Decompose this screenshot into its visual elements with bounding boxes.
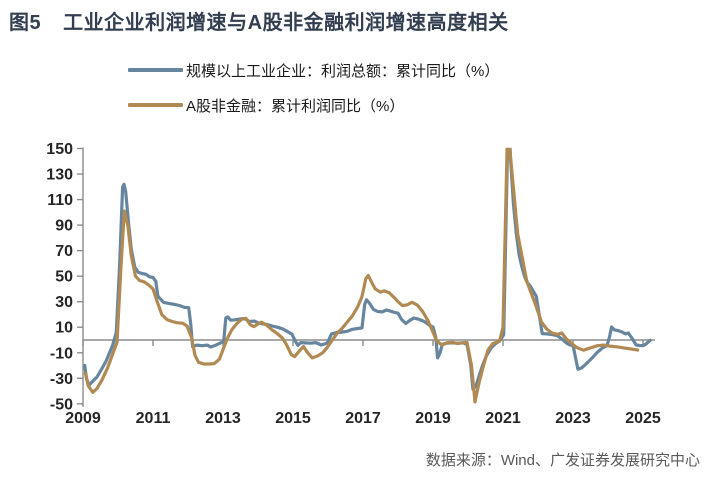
figure-title-text: 工业企业利润增速与A股非金融利润增速高度相关 [63, 12, 509, 34]
y-axis-tick-label: 150 [46, 141, 73, 158]
x-axis-tick-label: 2023 [555, 410, 591, 427]
series-line-industrial [83, 147, 652, 391]
legend-label-industrial: 规模以上工业企业：利润总额：累计同比（%） [186, 62, 500, 80]
legend-line-swatch-industrial [128, 68, 183, 72]
y-axis-tick-label: 30 [55, 294, 73, 311]
legend-line-swatch-ashare [128, 103, 183, 107]
legend-item-ashare: A股非金融：累计利润同比（%） [128, 93, 499, 117]
y-axis-tick-label: 90 [55, 218, 73, 235]
legend-item-industrial: 规模以上工业企业：利润总额：累计同比（%） [128, 58, 499, 82]
x-axis-tick-label: 2009 [65, 410, 101, 427]
x-axis-tick-label: 2025 [625, 410, 661, 427]
x-axis-tick-label: 2015 [275, 410, 311, 427]
y-axis-tick-label: -50 [50, 396, 73, 413]
y-axis-tick-label: 130 [46, 167, 73, 184]
legend-label-ashare: A股非金融：累计利润同比（%） [186, 97, 405, 115]
data-source-note: 数据来源：Wind、广发证券发展研究中心 [425, 452, 700, 469]
x-axis-tick-label: 2019 [415, 410, 451, 427]
x-axis-tick-label: 2013 [205, 410, 241, 427]
y-axis-tick-label: -30 [50, 371, 73, 388]
y-axis-tick-label: -10 [50, 345, 73, 362]
series-line-ashare [83, 147, 640, 404]
x-axis-tick-label: 2017 [345, 410, 381, 427]
x-axis-tick-label: 2021 [485, 410, 521, 427]
x-axis-tick-label: 2011 [136, 410, 171, 427]
y-axis-tick-label: 70 [55, 243, 73, 260]
figure-label: 图5 [9, 12, 42, 34]
y-axis-tick-label: 110 [47, 192, 73, 209]
figure-title: 图5 工业企业利润增速与A股非金融利润增速高度相关 [9, 6, 509, 35]
y-axis-tick-label: 10 [55, 320, 73, 337]
y-axis-tick-label: 50 [55, 269, 73, 286]
chart-legend: 规模以上工业企业：利润总额：累计同比（%） A股非金融：累计利润同比（%） [128, 58, 499, 128]
